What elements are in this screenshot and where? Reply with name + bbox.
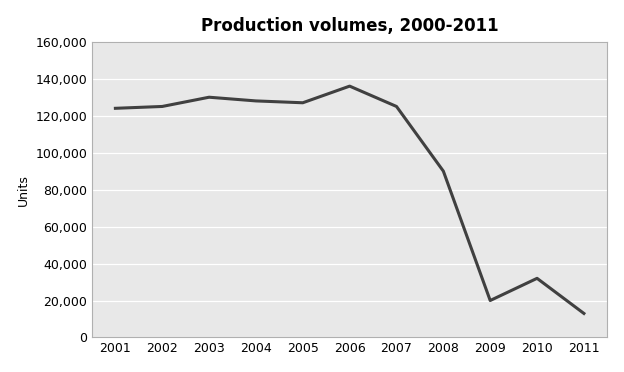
- Y-axis label: Units: Units: [17, 174, 30, 206]
- Title: Production volumes, 2000-2011: Production volumes, 2000-2011: [201, 17, 499, 35]
